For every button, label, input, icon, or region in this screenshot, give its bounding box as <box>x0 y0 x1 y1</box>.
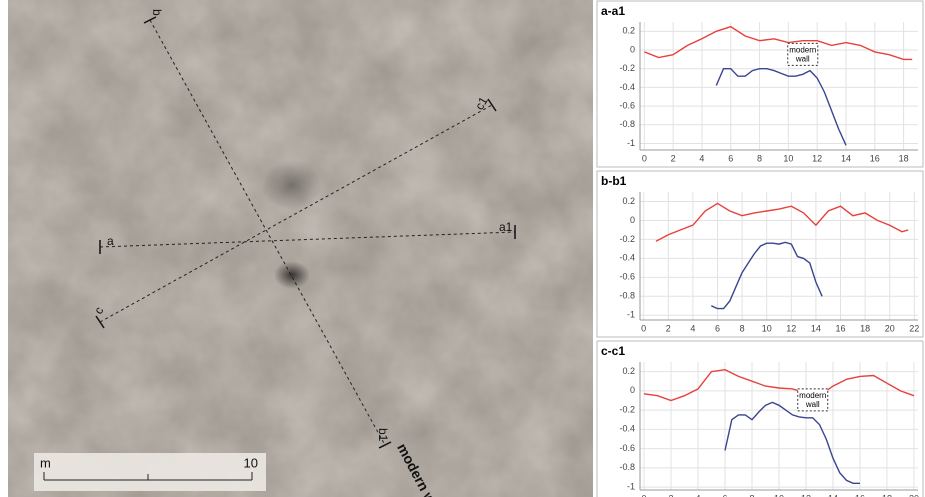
profile-label: a1 <box>499 220 513 234</box>
y-tick-label: -0.6 <box>619 443 635 453</box>
y-tick-label: 0 <box>630 44 635 54</box>
map: a a1 b b1 c c1 modern wall m 10 <box>8 0 593 497</box>
x-tick-label: 16 <box>870 153 880 163</box>
y-tick-label: -0.2 <box>619 404 635 414</box>
annotation: wall <box>795 54 810 63</box>
x-tick-label: 14 <box>828 493 838 497</box>
y-tick-label: -1 <box>627 138 635 148</box>
x-tick-label: 8 <box>757 153 762 163</box>
annotation: wall <box>805 400 820 409</box>
y-tick-label: -0.8 <box>619 119 635 129</box>
y-tick-label: 0.2 <box>622 196 635 206</box>
panel-background <box>597 341 923 497</box>
y-tick-label: -0.4 <box>619 253 635 263</box>
x-tick-label: 22 <box>909 323 919 333</box>
x-tick-label: 4 <box>696 493 701 497</box>
x-tick-label: 10 <box>783 153 793 163</box>
x-tick-label: 6 <box>715 323 720 333</box>
y-tick-label: -0.4 <box>619 424 635 434</box>
x-tick-label: 18 <box>860 323 870 333</box>
y-tick-label: 0.2 <box>622 26 635 36</box>
chart-panel: a-a1 0.2 0 -0.2 -0.4 -0.6 -0.8 -1 0 2 4 6 8 10 12 14 16 1… <box>597 1 923 167</box>
x-tick-label: 6 <box>728 153 733 163</box>
y-tick-label: 0.2 <box>622 366 635 376</box>
scale-value: 10 <box>244 455 258 470</box>
y-tick-label: -0.6 <box>619 272 635 282</box>
chart-panel: c-c1 0.2 0 -0.2 -0.4 -0.6 -0.8 -1 0 2 4 6 8 10 12 14 16 1… <box>597 341 923 497</box>
x-tick-label: 4 <box>690 323 695 333</box>
x-tick-label: 12 <box>786 323 796 333</box>
chart-title: a-a1 <box>601 4 625 18</box>
annotation: modern <box>799 391 826 400</box>
x-tick-label: 18 <box>882 493 892 497</box>
x-tick-label: 2 <box>671 153 676 163</box>
chart-title: c-c1 <box>601 344 625 358</box>
x-tick-label: 14 <box>841 153 851 163</box>
y-tick-label: -0.4 <box>619 82 635 92</box>
map-pit <box>262 160 322 210</box>
x-tick-label: 10 <box>774 493 784 497</box>
map-texture <box>8 0 593 497</box>
y-tick-label: 0 <box>630 215 635 225</box>
x-tick-label: 4 <box>699 153 704 163</box>
x-tick-label: 8 <box>750 493 755 497</box>
scale-box <box>34 453 266 491</box>
x-tick-label: 0 <box>642 153 647 163</box>
y-tick-label: -1 <box>627 310 635 320</box>
y-tick-label: -0.2 <box>619 63 635 73</box>
x-tick-label: 10 <box>762 323 772 333</box>
x-tick-label: 16 <box>855 493 865 497</box>
x-tick-label: 16 <box>835 323 845 333</box>
y-tick-label: -0.6 <box>619 100 635 110</box>
profile-label: b1 <box>376 428 390 442</box>
page: a a1 b b1 c c1 modern wall m 10 a-a1 0.2 0… <box>0 0 925 497</box>
figure: a a1 b b1 c c1 modern wall m 10 a-a1 0.2 0… <box>0 0 925 497</box>
x-tick-label: 14 <box>811 323 821 333</box>
scale-unit: m <box>40 455 51 470</box>
profile-label: a <box>107 234 114 248</box>
x-tick-label: 20 <box>885 323 895 333</box>
panel-background <box>597 171 923 337</box>
y-tick-label: -0.8 <box>619 462 635 472</box>
x-tick-label: 8 <box>740 323 745 333</box>
x-tick-label: 0 <box>641 323 646 333</box>
x-tick-label: 2 <box>669 493 674 497</box>
y-tick-label: 0 <box>630 385 635 395</box>
x-tick-label: 6 <box>723 493 728 497</box>
x-tick-label: 18 <box>899 153 909 163</box>
y-tick-label: -0.8 <box>619 291 635 301</box>
map-pit <box>274 261 310 289</box>
chart-title: b-b1 <box>601 174 627 188</box>
chart-panel: b-b1 0.2 0 -0.2 -0.4 -0.6 -0.8 -1 0 2 4 6 8 10 12 14 16 1… <box>597 171 923 337</box>
x-tick-label: 12 <box>812 153 822 163</box>
x-tick-label: 0 <box>642 493 647 497</box>
x-tick-label: 20 <box>909 493 919 497</box>
annotation: modern <box>789 45 816 54</box>
x-tick-label: 12 <box>801 493 811 497</box>
profile-label: b <box>150 9 164 16</box>
x-tick-label: 2 <box>666 323 671 333</box>
y-tick-label: -1 <box>627 481 635 491</box>
y-tick-label: -0.2 <box>619 234 635 244</box>
